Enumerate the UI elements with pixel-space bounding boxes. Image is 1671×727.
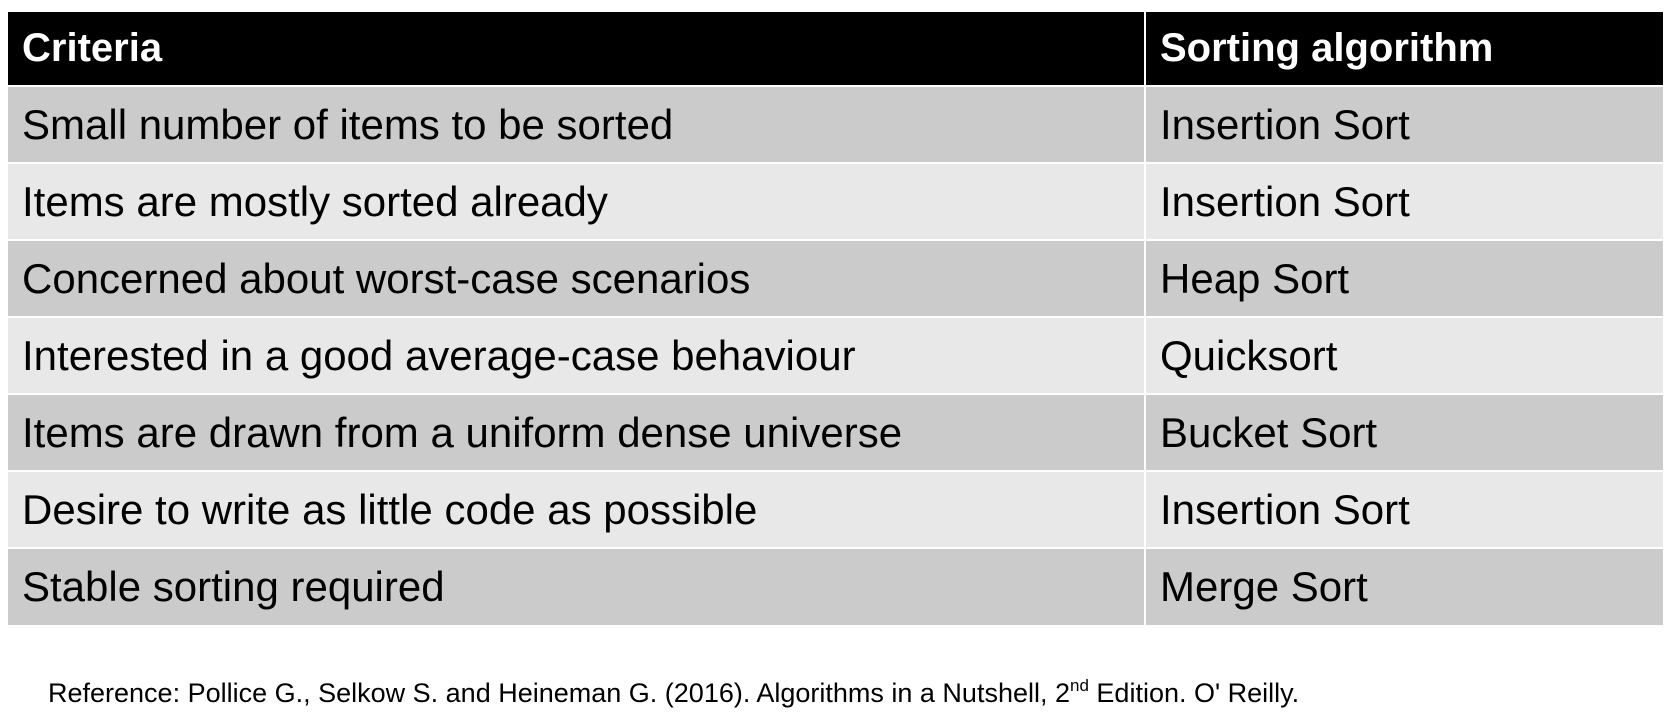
- criteria-cell: Desire to write as little code as possib…: [8, 470, 1146, 548]
- table-row: Items are mostly sorted already Insertio…: [8, 162, 1663, 240]
- criteria-cell: Items are drawn from a uniform dense uni…: [8, 393, 1146, 471]
- table-row: Small number of items to be sorted Inser…: [8, 85, 1663, 163]
- reference-text-end: Edition. O' Reilly.: [1088, 678, 1300, 708]
- algorithm-cell: Heap Sort: [1145, 239, 1663, 317]
- sorting-criteria-table: Criteria Sorting algorithm Small number …: [8, 12, 1663, 625]
- reference-citation: Reference: Pollice G., Selkow S. and Hei…: [48, 677, 1300, 708]
- table-row: Stable sorting required Merge Sort: [8, 547, 1663, 625]
- algorithm-cell: Insertion Sort: [1145, 470, 1663, 548]
- algorithm-cell: Bucket Sort: [1145, 393, 1663, 471]
- algorithm-cell: Merge Sort: [1145, 547, 1663, 625]
- reference-text: Reference: Pollice G., Selkow S. and Hei…: [48, 678, 1070, 708]
- reference-superscript: nd: [1070, 676, 1089, 695]
- criteria-cell: Stable sorting required: [8, 547, 1146, 625]
- header-criteria: Criteria: [8, 12, 1146, 86]
- algorithm-cell: Quicksort: [1145, 316, 1663, 394]
- algorithm-cell: Insertion Sort: [1145, 85, 1663, 163]
- criteria-cell: Interested in a good average-case behavi…: [8, 316, 1146, 394]
- table-row: Concerned about worst-case scenarios Hea…: [8, 239, 1663, 317]
- table-row: Desire to write as little code as possib…: [8, 470, 1663, 548]
- table-header: Criteria Sorting algorithm: [8, 12, 1663, 86]
- table-body: Small number of items to be sorted Inser…: [8, 85, 1663, 625]
- table-row: Interested in a good average-case behavi…: [8, 316, 1663, 394]
- criteria-cell: Concerned about worst-case scenarios: [8, 239, 1146, 317]
- criteria-cell: Small number of items to be sorted: [8, 85, 1146, 163]
- header-row: Criteria Sorting algorithm: [8, 12, 1663, 86]
- table-row: Items are drawn from a uniform dense uni…: [8, 393, 1663, 471]
- criteria-cell: Items are mostly sorted already: [8, 162, 1146, 240]
- header-sorting-algorithm: Sorting algorithm: [1145, 12, 1663, 86]
- algorithm-cell: Insertion Sort: [1145, 162, 1663, 240]
